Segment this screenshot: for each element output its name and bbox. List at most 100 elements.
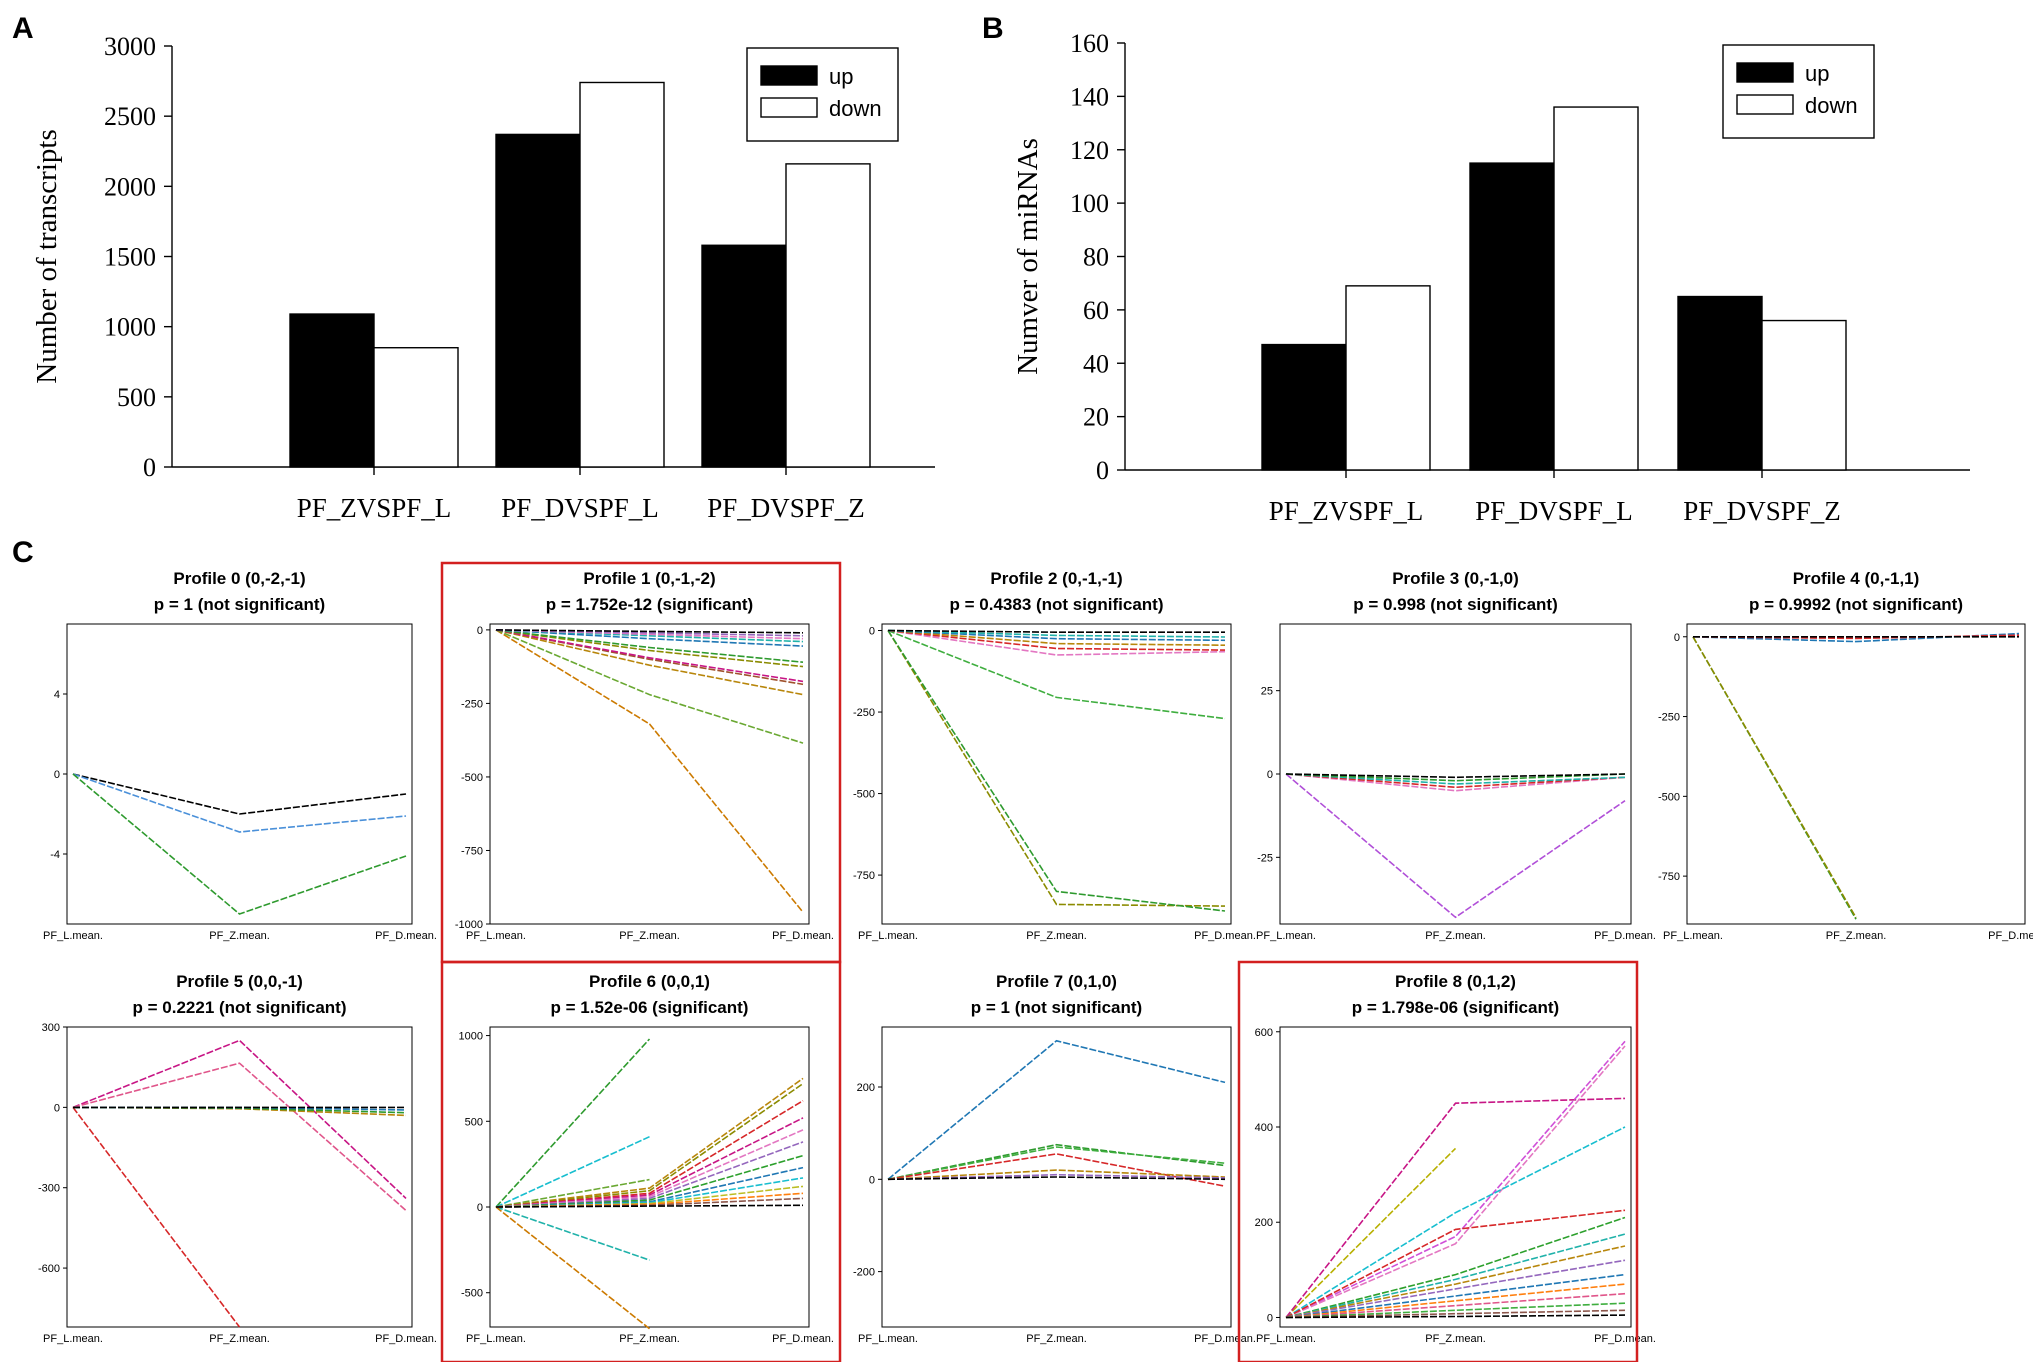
- series-line: [1285, 773, 1626, 779]
- y-tick-label: -750: [461, 845, 483, 857]
- y-tick-label: 300: [42, 1022, 60, 1034]
- significant-highlight-box: [440, 561, 842, 964]
- y-tick-label: -250: [1658, 712, 1680, 724]
- series-line: [887, 629, 1226, 656]
- series-line: [887, 1039, 1226, 1180]
- profile-pvalue: p = 1.798e-06 (significant): [1352, 998, 1559, 1017]
- profile-pvalue: p = 0.2221 (not significant): [133, 998, 347, 1017]
- x-tick-label: PF_Z.mean.: [209, 1333, 270, 1345]
- chart-a-transcripts: 0 500 1000 1500 2000 2500 3000 Number of transc…: [31, 32, 935, 523]
- profile-pvalue: p = 1.752e-12 (significant): [546, 595, 753, 614]
- profile-title: Profile 1 (0,-1,-2): [583, 569, 715, 588]
- y-tick-label: 600: [1255, 1027, 1273, 1039]
- bar-down: [785, 163, 871, 468]
- y-tick-label: -200: [853, 1267, 875, 1279]
- series-line: [495, 629, 804, 634]
- y-tick-label: 1000: [459, 1031, 483, 1043]
- profile-title: Profile 2 (0,-1,-1): [990, 569, 1122, 588]
- y-tick-label: -500: [853, 789, 875, 801]
- x-tick-label: PF_Z.mean.: [1026, 930, 1087, 942]
- y-tick-label: 0: [1674, 632, 1680, 644]
- panel-letter-a: A: [12, 12, 34, 45]
- series-line: [72, 773, 407, 815]
- y-tick-label: 25: [1261, 686, 1273, 698]
- series-line: [1285, 1233, 1626, 1319]
- series-line: [1285, 1209, 1626, 1319]
- y-tick-label: 0: [477, 625, 483, 637]
- y-tick-label: 0: [869, 1174, 875, 1186]
- plot-frame: [1279, 1026, 1632, 1328]
- y-tick-label: 0: [477, 1202, 483, 1214]
- y-axis-label: Numver of miRNAs: [1012, 138, 1044, 375]
- legend-swatch-down: [760, 97, 818, 118]
- bar-down: [1345, 285, 1431, 471]
- y-tick-label: 0: [1096, 456, 1109, 485]
- y-tick-label: 4: [54, 689, 60, 701]
- bar-up: [1261, 343, 1347, 471]
- profile-pvalue: p = 1.52e-06 (significant): [551, 998, 749, 1017]
- y-tick-label: 1500: [104, 243, 156, 272]
- x-tick-label: PF_D.mean.: [772, 930, 834, 942]
- legend-swatch-up: [1736, 62, 1794, 83]
- y-tick-label: 400: [1255, 1122, 1273, 1134]
- x-tick-label: PF_DVSPF_Z: [1683, 496, 1841, 526]
- x-tick-label: PF_L.mean.: [43, 930, 103, 942]
- series-line: [887, 629, 1226, 651]
- series-line: [72, 773, 407, 833]
- y-tick-label: 20: [1083, 403, 1109, 432]
- y-tick-label: 80: [1083, 243, 1109, 272]
- x-tick-label: PF_D.mean.: [375, 1333, 437, 1345]
- panel-letter-c: C: [12, 536, 34, 569]
- x-tick-label: PF_Z.mean.: [209, 930, 270, 942]
- series-line: [887, 630, 1226, 907]
- y-tick-label: 200: [1255, 1217, 1273, 1229]
- bar-up: [1677, 295, 1763, 471]
- series-line: [887, 629, 1225, 634]
- plot-frame: [66, 623, 413, 925]
- series-line: [495, 1206, 650, 1261]
- profile-0: Profile 0 (0,-2,-1) p = 1 (not significan…: [43, 569, 437, 942]
- series-line: [1285, 1309, 1626, 1319]
- y-axis-label: Number of transcripts: [31, 129, 63, 384]
- profile-title: Profile 4 (0,-1,1): [1793, 569, 1920, 588]
- profile-pvalue: p = 0.998 (not significant): [1353, 595, 1558, 614]
- series-line: [887, 1176, 1226, 1181]
- x-tick-label: PF_ZVSPF_L: [1269, 496, 1424, 526]
- series-line: [72, 1106, 241, 1328]
- x-tick-label: PF_D.mean.: [1194, 1333, 1256, 1345]
- y-tick-label: 1000: [104, 313, 156, 342]
- profile-8: Profile 8 (0,1,2) p = 1.798e-06 (signific…: [1237, 960, 1656, 1362]
- series-line: [495, 1204, 804, 1208]
- series-line: [1692, 636, 1857, 919]
- y-tick-label: 0: [54, 769, 60, 781]
- series-line: [1285, 1040, 1626, 1319]
- legend-label-down: down: [829, 96, 882, 121]
- y-tick-label: 2000: [104, 172, 156, 201]
- bar-up: [495, 133, 581, 468]
- series-line: [1285, 773, 1626, 789]
- profile-7: Profile 7 (0,1,0) p = 1 (not significant)…: [853, 972, 1256, 1345]
- series-line: [495, 1206, 650, 1330]
- y-tick-label: 500: [117, 383, 156, 412]
- series-line: [495, 1077, 804, 1208]
- series-line: [1285, 773, 1626, 785]
- series-line: [1285, 1097, 1626, 1318]
- plot-frame: [881, 1026, 1232, 1328]
- series-line: [495, 629, 804, 744]
- x-tick-label: PF_D.mean.: [1988, 930, 2033, 942]
- profile-5: Profile 5 (0,0,-1) p = 0.2221 (not signif…: [38, 972, 437, 1345]
- y-tick-label: -250: [853, 707, 875, 719]
- y-tick-label: -300: [38, 1183, 60, 1195]
- x-tick-label: PF_Z.mean.: [619, 930, 680, 942]
- profile-grid: Profile 0 (0,-2,-1) p = 1 (not significan…: [38, 561, 2033, 1362]
- series-line: [887, 629, 1226, 646]
- y-tick-label: 140: [1070, 82, 1109, 111]
- y-tick-label: 0: [54, 1102, 60, 1114]
- profile-title: Profile 0 (0,-2,-1): [173, 569, 305, 588]
- series-line: [1285, 1292, 1626, 1319]
- series-line: [495, 629, 804, 663]
- y-tick-label: 120: [1070, 136, 1109, 165]
- series-line: [887, 1169, 1226, 1181]
- y-tick-label: 0: [143, 453, 156, 482]
- series-line: [887, 1146, 1226, 1181]
